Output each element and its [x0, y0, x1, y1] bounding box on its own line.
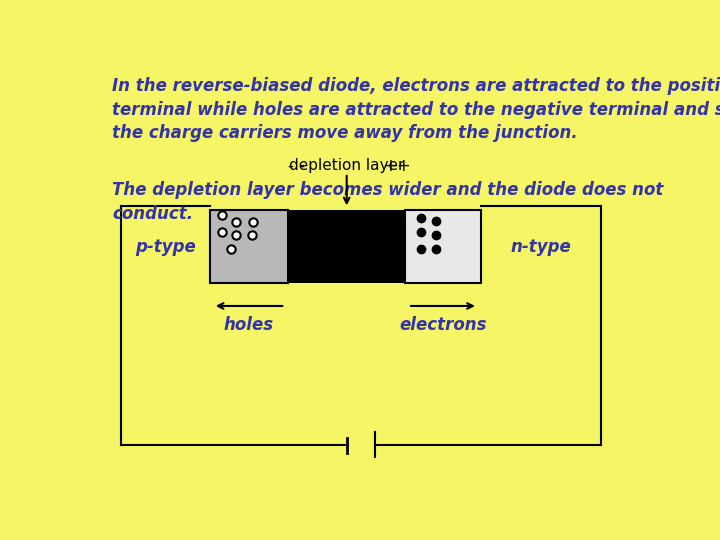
Text: The depletion layer becomes wider and the diode does not
conduct.: The depletion layer becomes wider and th…: [112, 181, 664, 223]
Bar: [405, 211, 481, 283]
Text: n-type: n-type: [510, 238, 571, 256]
Text: p-type: p-type: [135, 238, 196, 256]
Bar: [210, 211, 288, 283]
Text: ++: ++: [383, 157, 411, 175]
Text: electrons: electrons: [399, 316, 487, 334]
Text: - -: - -: [288, 157, 305, 175]
Text: In the reverse-biased diode, electrons are attracted to the positive
terminal wh: In the reverse-biased diode, electrons a…: [112, 77, 720, 143]
Text: holes: holes: [224, 316, 274, 334]
Bar: [288, 211, 405, 283]
Text: depletion layer: depletion layer: [289, 158, 405, 173]
